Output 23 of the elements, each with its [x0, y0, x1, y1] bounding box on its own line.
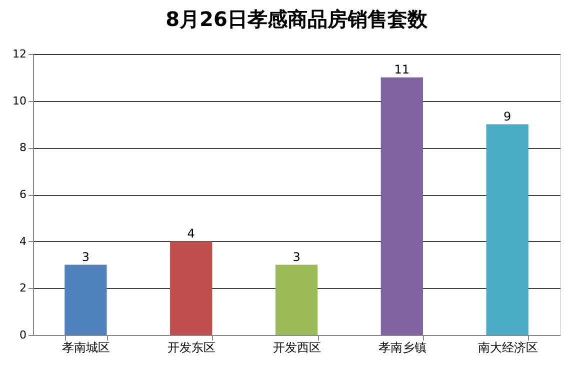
- x-tick-label: 开发东区: [168, 340, 216, 354]
- data-label: 3: [292, 250, 300, 264]
- data-label: 9: [503, 109, 512, 124]
- y-tick-label: 6: [20, 188, 26, 201]
- bar: [275, 264, 318, 335]
- data-label: 4: [187, 226, 195, 240]
- data-label: 3: [82, 250, 90, 264]
- x-tick-label: 孝南城区: [62, 340, 110, 354]
- x-tick-label: 开发西区: [273, 340, 321, 354]
- y-tick-label: 0: [20, 328, 26, 342]
- y-tick-label: 4: [20, 234, 26, 248]
- y-tick-label: 12: [12, 48, 26, 60]
- chart-title: 8月26日孝感商品房销售套数: [166, 7, 428, 31]
- y-tick-label: 2: [20, 282, 26, 295]
- y-tick-label: 10: [12, 94, 26, 108]
- data-label: 11: [394, 62, 410, 76]
- bar: [170, 241, 212, 335]
- x-tick-label: 南大经济区: [478, 340, 538, 354]
- y-tick-label: 8: [20, 141, 26, 154]
- bar: [380, 77, 423, 335]
- bar: [486, 124, 528, 335]
- x-tick-label: 孝南乡镇: [378, 340, 426, 354]
- bar: [64, 264, 107, 335]
